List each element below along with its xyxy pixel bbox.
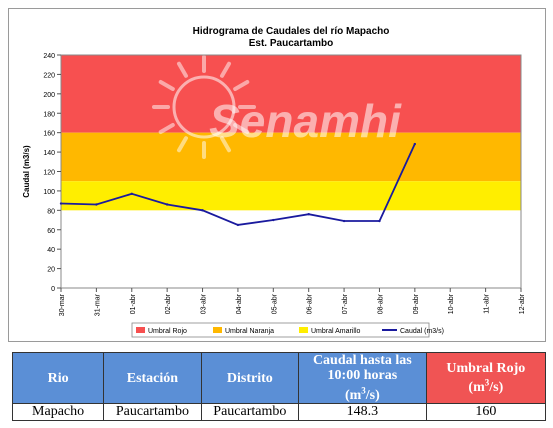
header-caudal-unit: (m3/s) <box>344 385 380 403</box>
y-tick-label: 240 <box>43 53 55 60</box>
header-estacion: Estación <box>103 352 202 404</box>
watermark-sun-ray <box>158 123 175 134</box>
cell-distrito: Paucartambo <box>200 403 300 421</box>
y-tick-label: 60 <box>47 228 55 235</box>
legend-swatch-0 <box>136 327 145 333</box>
x-tick-label: 05-abr <box>271 293 278 314</box>
y-tick-label: 100 <box>43 189 55 196</box>
x-tick-label: 09-abr <box>413 293 420 314</box>
y-tick-label: 40 <box>47 247 55 254</box>
watermark-sun-ray <box>220 136 231 153</box>
data-point <box>165 203 169 206</box>
y-tick-label: 200 <box>43 92 55 99</box>
y-tick-label: 80 <box>47 208 55 215</box>
y-tick-label: 160 <box>43 131 55 138</box>
hydrograph-chart: Hidrograma de Caudales del río MapachoEs… <box>22 26 526 338</box>
watermark-sun-ray <box>220 61 231 78</box>
watermark-sun-ray <box>158 80 175 91</box>
data-point <box>307 213 310 216</box>
legend-label-1: Umbral Naranja <box>225 328 274 335</box>
legend-box <box>131 322 430 338</box>
header-umbral-rojo: Umbral Rojo (m3/s) <box>425 352 547 404</box>
x-tick-label: 02-abr <box>165 293 172 314</box>
x-tick-label: 08-abr <box>377 293 384 314</box>
data-point <box>236 223 240 227</box>
table-header-row: Rio Estación Distrito Caudal hasta las 1… <box>11 352 547 404</box>
x-tick-label: 11-abr <box>484 293 491 313</box>
data-point <box>413 142 417 146</box>
data-point <box>272 218 275 222</box>
x-tick-label: 30-mar <box>59 293 66 316</box>
header-distrito: Distrito <box>200 352 300 404</box>
data-point <box>378 219 381 223</box>
chart-subtitle: Est. Paucartambo <box>249 38 333 49</box>
watermark-logo-text: Senamhi <box>209 95 402 147</box>
flow-summary-table: Rio Estación Distrito Caudal hasta las 1… <box>11 352 547 421</box>
watermark-sun-ray <box>177 136 188 153</box>
y-tick-label: 220 <box>43 72 55 79</box>
cell-rio: Mapacho <box>11 403 105 421</box>
chart-frame: Hidrograma de Caudales del río Mapacho Es… <box>8 8 546 342</box>
x-tick-label: 07-abr <box>342 293 349 314</box>
x-tick-label: 31-mar <box>94 293 101 316</box>
data-point <box>95 203 98 206</box>
data-point <box>342 219 346 223</box>
threshold-band-2 <box>61 181 521 211</box>
header-rio: Rio <box>11 352 105 404</box>
y-axis-label: Caudal (m3/s) <box>22 145 31 198</box>
header-umbral-label: Umbral Rojo <box>446 360 526 376</box>
legend-label-2: Umbral Amarillo <box>311 328 361 335</box>
x-tick-label: 01-abr <box>130 293 137 314</box>
watermark-sun-ray <box>233 80 250 91</box>
table-row: Mapacho Paucartambo Paucartambo 148.3 16… <box>11 403 547 421</box>
y-tick-label: 120 <box>43 170 55 177</box>
header-caudal: Caudal hasta las 10:00 horas (m3/s) <box>298 352 427 404</box>
data-point <box>201 209 204 212</box>
watermark-sun-ray <box>233 123 250 134</box>
y-tick-label: 0 <box>51 286 55 293</box>
x-tick-label: 10-abr <box>448 293 455 314</box>
legend-swatch-1 <box>213 327 222 333</box>
legend-label-0: Umbral Rojo <box>148 328 187 335</box>
legend-swatch-2 <box>299 327 308 333</box>
cell-caudal: 148.3 <box>298 403 427 421</box>
x-tick-label: 06-abr <box>307 293 314 314</box>
x-tick-label: 04-abr <box>236 293 243 314</box>
threshold-band-0 <box>61 55 521 133</box>
x-tick-label: 12-abr <box>519 293 526 314</box>
header-caudal-label: Caudal hasta las 10:00 horas <box>312 353 412 384</box>
chart-title: Hidrograma de Caudales del río Mapacho <box>193 26 390 37</box>
data-point <box>59 202 63 205</box>
legend-label-3: Caudal (m3/s) <box>400 328 444 335</box>
y-tick-label: 140 <box>43 150 55 157</box>
watermark-sun-ray <box>177 61 188 78</box>
cell-estacion: Paucartambo <box>103 403 202 421</box>
y-tick-label: 20 <box>47 267 55 274</box>
x-tick-label: 03-abr <box>201 293 208 314</box>
cell-umbral-rojo: 160 <box>425 403 547 421</box>
threshold-band-1 <box>61 132 521 182</box>
data-point <box>130 192 133 196</box>
y-tick-label: 180 <box>43 111 55 118</box>
watermark-sun-circle <box>172 75 236 139</box>
header-umbral-unit: (m3/s) <box>468 377 504 396</box>
